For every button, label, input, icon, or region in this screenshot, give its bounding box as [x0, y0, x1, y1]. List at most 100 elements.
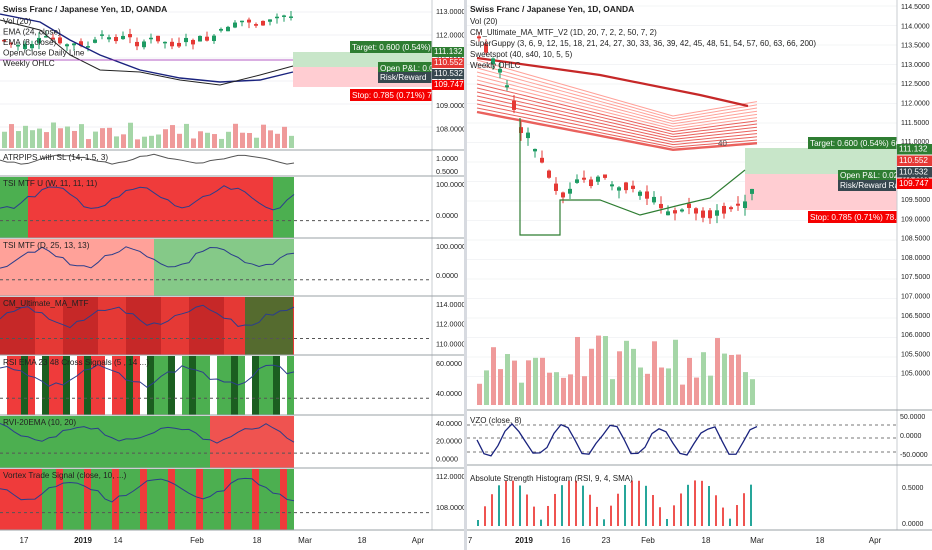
left-chart-title: Swiss Franc / Japanese Yen, 1D, OANDA — [3, 4, 167, 14]
right-price-tag[interactable]: 110.532 — [897, 167, 932, 178]
time-tick-label: 17 — [20, 536, 29, 545]
left-stop-badge[interactable]: Stop: 0.785 (0.71%) 78. — [350, 89, 438, 101]
volume-bar — [100, 128, 105, 148]
candle-body — [673, 210, 677, 214]
guppy-line — [476, 83, 758, 133]
signal-column — [147, 297, 154, 355]
ash-label[interactable]: Absolute Strength Histogram (RSI, 9, 4, … — [470, 474, 633, 483]
volume-bar — [694, 377, 699, 405]
right-main-pane[interactable]: Swiss Franc / Japanese Yen, 1D, OANDA Vol… — [467, 4, 907, 405]
left-main-pane[interactable]: Swiss Franc / Japanese Yen, 1D, OANDA Vol… — [0, 4, 443, 148]
left-pane-4[interactable]: CM_Ultimate_MA_MTF 114.0000 112.0000 110.00… — [0, 295, 465, 355]
left-pane-5[interactable]: RSI EMA 23 48 Cross Signals (5 , 14 ...)… — [0, 354, 464, 415]
signal-column — [147, 469, 154, 530]
volume-bar — [289, 135, 294, 148]
pane-axis-label: 114.0000 — [436, 300, 465, 309]
candle-body — [212, 35, 216, 42]
left-open-pnl-badge[interactable]: Open P&L: 0.02 — [378, 62, 439, 74]
ash-bar — [666, 518, 668, 526]
price-tick-label: 108.0000 — [901, 255, 930, 262]
right-price-tag[interactable]: 109.747 — [897, 178, 932, 190]
right-price-axis[interactable]: 114.5000 114.0000 113.5000 113.0000 112.5000… — [896, 0, 932, 530]
pane-label[interactable]: Vortex Trade Signal (close, 10, ...) — [3, 471, 127, 480]
signal-column — [245, 297, 293, 355]
candle-body — [184, 37, 188, 43]
left-price-tag[interactable]: 110.552 — [432, 58, 464, 68]
price-tick-label: 112.0000 — [436, 31, 465, 40]
signal-column — [133, 239, 140, 296]
vzo-pane[interactable]: VZO (close, 8) 50.0000 0.0000 -50.0000 — [467, 409, 932, 459]
pane-label[interactable]: ATRPIPS with SL (14, 1.5, 3) — [3, 153, 108, 162]
right-indicator-legend[interactable]: CM_Ultimate_MA_MTF_V2 (1D, 20, 7, 2, 2, … — [470, 28, 657, 37]
left-time-axis[interactable]: 17 2019 14 Feb 18 Mar 18 Apr — [0, 529, 464, 545]
left-pane-2[interactable]: TSI MTF U (W, 11, 11, 11) 100.0000 0.0000 — [0, 175, 466, 238]
left-price-axis[interactable]: 113.0000112.0000111.0000110.0000109.0000… — [431, 0, 466, 530]
price-tick-label: 106.5000 — [901, 313, 930, 320]
signal-column — [98, 356, 105, 415]
price-tick-label: 105.5000 — [901, 351, 930, 358]
signal-column — [112, 416, 119, 468]
chart-divider[interactable] — [464, 0, 467, 550]
vzo-label[interactable]: VZO (close, 8) — [470, 416, 522, 425]
signal-column — [21, 297, 28, 355]
pane-label[interactable]: TSI MTF U (W, 11, 11, 11) — [3, 179, 97, 188]
left-indicator-legend[interactable]: Open/Close Daily Line — [3, 49, 85, 58]
signal-column — [91, 356, 98, 415]
left-pane-1[interactable]: ATRPIPS with SL (14, 1.5, 3) 1.0000 0.5000 — [0, 149, 464, 176]
left-pane-6[interactable]: RVI-20EMA (10, 20) 40.0000 20.0000 0.0000 — [0, 414, 464, 468]
left-indicator-legend[interactable]: EMA (24, close) — [3, 28, 61, 37]
volume-bar — [659, 367, 664, 405]
left-risk-reward-badge[interactable]: Risk/Reward — [378, 72, 434, 83]
right-stop-badge[interactable]: Stop: 0.785 (0.71%) 78.5, — [808, 211, 903, 223]
right-risk-reward-badge[interactable]: Risk/Reward Ra — [838, 180, 900, 191]
signal-column — [182, 356, 189, 415]
right-open-pnl-badge[interactable]: Open P&L: 0.020 — [838, 170, 903, 181]
pane-label[interactable]: CM_Ultimate_MA_MTF — [3, 299, 89, 308]
signal-column — [77, 297, 84, 355]
candle-body — [163, 41, 167, 44]
right-chart-panel[interactable]: Swiss Franc / Japanese Yen, 1D, OANDA Vol… — [467, 0, 932, 550]
signal-column — [28, 177, 35, 238]
ash-pane[interactable]: Absolute Strength Histogram (RSI, 9, 4, … — [467, 464, 932, 528]
candle-body — [491, 58, 495, 65]
left-pane-3[interactable]: TSI MTF (D, 25, 13, 13) 100.0000 0.0000 — [0, 237, 466, 296]
right-indicator-legend[interactable]: Sweetspot (40, s40, 10, 5, 5) — [470, 50, 573, 59]
right-time-axis[interactable]: 7 2019 16 23 Feb 18 Mar 18 Apr — [467, 529, 932, 545]
signal-column — [140, 356, 147, 415]
right-chart-title: Swiss Franc / Japanese Yen, 1D, OANDA — [470, 4, 634, 14]
left-indicator-legend[interactable]: EMA (8, close) — [3, 38, 57, 47]
right-target-badge[interactable]: Target: 0.600 (0.54%) 60.0 — [808, 137, 907, 149]
right-price-tag-bg — [897, 144, 932, 155]
right-indicator-legend[interactable]: Weekly OHLC — [470, 61, 521, 70]
signal-column — [238, 239, 245, 296]
pane-label[interactable]: RSI EMA 23 48 Cross Signals (5 , 14 ...) — [3, 358, 149, 367]
left-indicator-legend[interactable]: Vol (20) — [3, 17, 31, 26]
right-indicator-legend[interactable]: Vol (20) — [470, 17, 498, 26]
signal-column — [77, 469, 84, 530]
right-price-tag[interactable]: 110.552 — [897, 155, 932, 167]
candle-body — [743, 201, 747, 209]
left-target-badge[interactable]: Target: 0.600 (0.54%) 60 — [350, 41, 443, 53]
left-pane-7[interactable]: Vortex Trade Signal (close, 10, ...) 112.… — [0, 467, 466, 530]
time-tick-label: 18 — [816, 536, 825, 545]
signal-column — [196, 416, 203, 468]
candle-body — [729, 207, 733, 210]
right-indicator-legend[interactable]: SuperGuppy (3, 6, 9, 12, 15, 18, 21, 24,… — [470, 39, 816, 48]
pane-label[interactable]: RVI-20EMA (10, 20) — [3, 418, 76, 427]
signal-column — [126, 469, 133, 530]
left-price-tag[interactable]: 111.132 — [432, 47, 464, 57]
left-price-tag[interactable]: 109.747 — [432, 80, 464, 90]
left-open-pnl-badge-text: Open P&L: 0.02 — [380, 64, 439, 73]
left-price-tag[interactable]: 110.532 — [432, 69, 464, 79]
pane-label[interactable]: TSI MTF (D, 25, 13, 13) — [3, 241, 90, 250]
signal-column — [210, 297, 217, 355]
ash-bar — [715, 495, 717, 526]
signal-column — [273, 239, 280, 296]
right-price-tag[interactable]: 111.132 — [897, 144, 932, 155]
signal-column — [154, 239, 161, 296]
signal-column — [217, 356, 224, 415]
left-chart-panel[interactable]: Swiss Franc / Japanese Yen, 1D, OANDA Vol… — [0, 0, 466, 550]
left-indicator-legend[interactable]: Weekly OHLC — [3, 59, 55, 68]
signal-column — [168, 297, 175, 355]
